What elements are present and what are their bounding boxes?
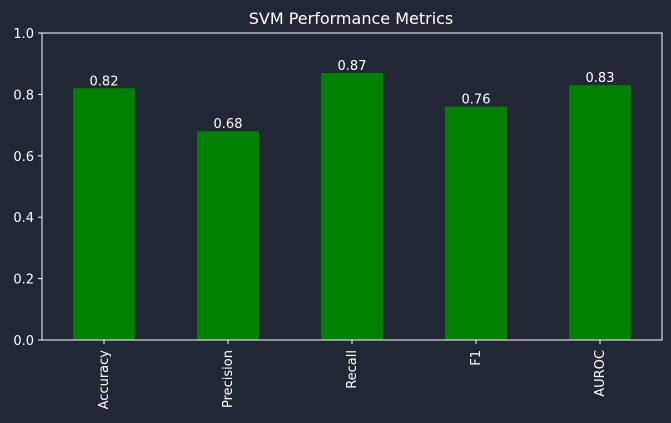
y-tick-label: 0.8 — [13, 88, 34, 103]
y-tick-label: 1.0 — [13, 27, 34, 42]
x-tick-label: Precision — [221, 350, 236, 408]
x-tick-label: Accuracy — [97, 350, 112, 410]
bars-layer: 0.82 0.68 0.87 0.76 0.83 — [73, 59, 631, 341]
bar-auroc — [569, 85, 631, 340]
bar-value-label: 0.82 — [90, 74, 119, 89]
x-tick-label: AUROC — [593, 350, 608, 397]
bar-precision — [197, 131, 259, 340]
y-tick-label: 0.4 — [13, 211, 34, 226]
bar-recall — [321, 72, 383, 340]
bar-value-label: 0.76 — [462, 93, 491, 108]
axes-layer: Accuracy Precision Recall F1 AUROC 0.0 0.2 0.4 0… — [13, 27, 663, 410]
bar-f1 — [445, 106, 507, 341]
bar-value-label: 0.83 — [586, 71, 615, 86]
bar-value-label: 0.87 — [338, 59, 367, 74]
x-tick-label: F1 — [469, 350, 484, 366]
y-tick-label: 0.6 — [13, 150, 34, 165]
plot-frame — [41, 32, 663, 341]
bar-accuracy — [73, 88, 135, 340]
x-tick-label: Recall — [345, 350, 360, 389]
y-tick-label: 0.2 — [13, 273, 34, 288]
bar-value-label: 0.68 — [214, 117, 243, 132]
y-tick-label: 0.0 — [13, 334, 34, 349]
chart-title: SVM Performance Metrics — [249, 9, 454, 28]
